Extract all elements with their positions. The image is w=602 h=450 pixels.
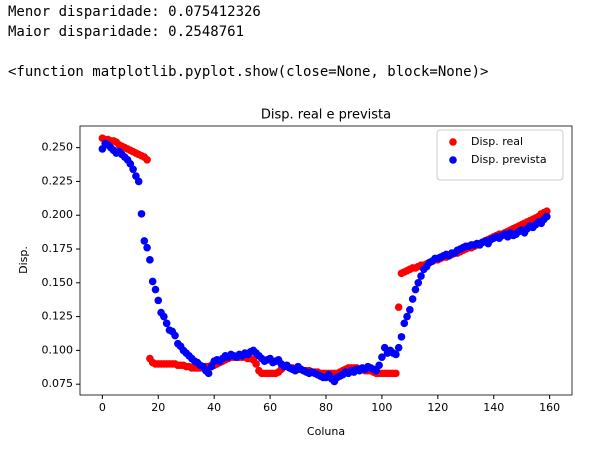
y-tick-label: 0.175 — [42, 242, 74, 255]
output-line: Menor disparidade: 0.075412326 — [8, 4, 261, 20]
x-tick-label: 60 — [263, 401, 277, 414]
point — [129, 165, 137, 174]
point — [403, 312, 411, 321]
y-axis-label: Disp. — [17, 246, 30, 274]
x-tick-label: 160 — [539, 401, 560, 414]
y-tick-label: 0.150 — [42, 276, 74, 289]
legend-label: Disp. real — [471, 135, 523, 148]
legend-label: Disp. prevista — [471, 153, 547, 166]
point — [406, 306, 414, 314]
y-tick-label: 0.125 — [42, 310, 74, 323]
point — [252, 360, 260, 368]
plot-frame — [79, 125, 573, 396]
point — [543, 212, 551, 221]
x-tick-label: 140 — [483, 401, 504, 414]
point — [162, 319, 171, 328]
point — [392, 369, 400, 378]
point — [408, 295, 417, 303]
point — [394, 303, 403, 311]
point — [154, 296, 163, 305]
output-line: Maior disparidade: 0.2548761 — [8, 24, 245, 40]
point — [143, 155, 151, 164]
point — [397, 333, 406, 341]
point — [143, 243, 151, 252]
point — [146, 256, 154, 264]
point — [375, 361, 383, 370]
x-tick-label: 0 — [99, 401, 106, 414]
point — [140, 237, 149, 245]
legend-marker — [449, 156, 457, 164]
y-tick-label: 0.075 — [42, 377, 74, 390]
legend-box — [436, 129, 564, 181]
output-line: <function matplotlib.pyplot.show(close=N… — [8, 64, 489, 80]
point — [414, 279, 423, 287]
point — [378, 353, 386, 361]
legend-marker — [449, 138, 457, 146]
point — [394, 343, 403, 352]
point — [171, 331, 179, 340]
x-tick-label: 40 — [207, 401, 221, 414]
x-tick-label: 20 — [151, 401, 165, 414]
y-tick-label: 0.250 — [42, 141, 74, 154]
point — [392, 350, 400, 359]
point — [204, 369, 213, 378]
x-axis-label: Coluna — [307, 425, 345, 438]
y-tick-label: 0.100 — [42, 343, 74, 356]
point — [411, 285, 420, 294]
point — [134, 177, 143, 186]
point — [148, 277, 157, 286]
point — [417, 272, 425, 280]
y-tick-label: 0.225 — [42, 174, 74, 187]
x-tick-label: 120 — [427, 401, 448, 414]
y-tick-label: 0.200 — [42, 208, 74, 221]
chart-title: Disp. real e prevista — [261, 108, 391, 123]
point — [400, 319, 409, 328]
x-tick-label: 100 — [371, 401, 392, 414]
x-tick-label: 80 — [319, 401, 333, 414]
point — [151, 285, 160, 294]
point — [160, 312, 168, 321]
point — [137, 210, 146, 218]
point — [543, 207, 551, 215]
